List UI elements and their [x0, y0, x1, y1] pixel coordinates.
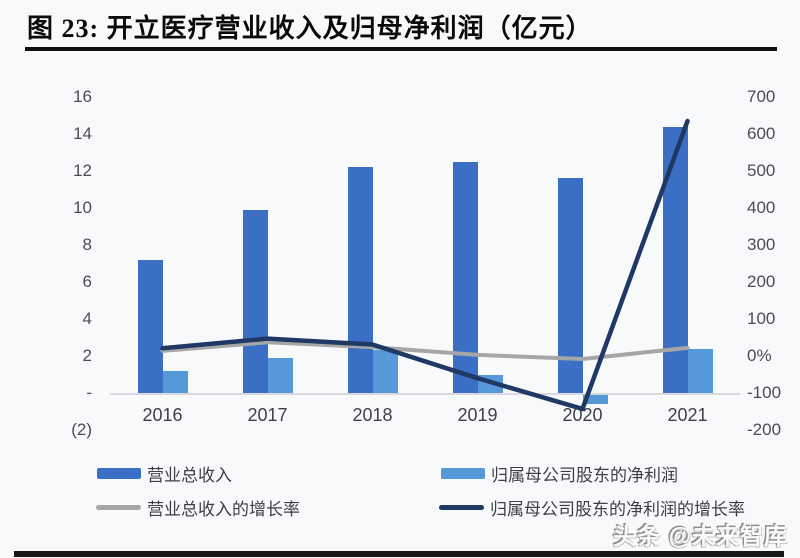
profit-growth-line	[160, 118, 690, 412]
left-axis-tick-label: 2	[82, 346, 92, 365]
left-axis-tick-label: 4	[82, 309, 92, 328]
revenue-growth-line-swatch	[96, 505, 141, 510]
revenue-bar	[242, 209, 268, 393]
title-rule	[25, 47, 777, 51]
legend-item-revenue-growth: 营业总收入的增长率	[96, 495, 300, 520]
x-axis-label: 2016	[142, 405, 183, 425]
right-axis-tick-label: 0%	[747, 346, 772, 365]
profit-bar	[267, 357, 293, 393]
right-axis-ticks: 700 600 500 400 300 200 100 0% -100 -200	[747, 88, 799, 439]
x-axis-label: 2019	[457, 405, 498, 425]
legend-item-profit-growth: 归属母公司股东的净利润的增长率	[439, 495, 745, 520]
bottom-rule	[14, 551, 784, 557]
right-axis-tick-label: 100	[747, 309, 776, 328]
figure-title: 图 23: 开立医疗营业收入及归母净利润（亿元）	[27, 14, 593, 43]
profit-bar	[162, 370, 188, 393]
right-axis-tick-label: 200	[747, 272, 776, 291]
x-axis-label: 2017	[247, 405, 288, 425]
left-axis-tick-label: 10	[73, 198, 92, 217]
left-axis-tick-label: 16	[73, 87, 92, 106]
left-axis-tick-label: 8	[82, 235, 92, 254]
x-axis-label: 2021	[667, 405, 708, 425]
left-axis-tick-label: 14	[73, 124, 92, 143]
right-axis-tick-label: 700	[747, 87, 776, 106]
left-axis-tick-label: 12	[73, 161, 92, 180]
right-axis-tick-label: 600	[747, 124, 776, 143]
chart: 16 14 12 10 8 6 4 2 - (2) 700 600 500 400 300 200 100 0%…	[0, 88, 800, 439]
revenue-bar	[137, 259, 163, 393]
legend-label-profit-growth: 归属母公司股东的净利润的增长率	[490, 500, 745, 519]
profit-bar	[582, 395, 608, 405]
legend-item-profit: 归属母公司股东的净利润	[441, 461, 678, 486]
x-axis-labels: 2016 2017 2018 2019 2020 2021	[0, 405, 800, 429]
profit-bar-swatch	[441, 468, 485, 479]
left-axis-ticks: 16 14 12 10 8 6 4 2 - (2)	[30, 88, 92, 439]
right-axis-tick-label: 300	[747, 235, 776, 254]
profit-bar	[372, 350, 398, 393]
left-axis-tick-label: -	[86, 383, 92, 402]
profit-growth-line-swatch	[439, 505, 484, 510]
right-axis-tick-label: 400	[747, 198, 776, 217]
right-axis-tick-label: 500	[747, 161, 776, 180]
right-axis-tick-label: -200	[747, 420, 782, 439]
legend-label-revenue: 营业总收入	[147, 466, 232, 485]
profit-bar	[687, 348, 713, 393]
plot-area	[110, 97, 740, 430]
left-axis-tick-label: (2)	[71, 420, 92, 439]
left-axis-tick-label: 6	[82, 272, 92, 291]
line-layer	[160, 118, 690, 412]
x-axis-line	[110, 393, 740, 395]
x-axis-label: 2018	[352, 405, 393, 425]
right-axis-tick-label: -100	[747, 383, 782, 402]
legend-item-revenue: 营业总收入	[97, 461, 232, 486]
x-axis-label: 2020	[562, 405, 603, 425]
watermark: 头条 @未来智库	[613, 523, 788, 549]
legend-label-profit: 归属母公司股东的净利润	[491, 466, 678, 485]
revenue-growth-line	[160, 340, 690, 361]
revenue-bar	[347, 167, 373, 393]
revenue-bar-swatch	[97, 468, 141, 479]
legend-label-revenue-growth: 营业总收入的增长率	[147, 500, 300, 519]
